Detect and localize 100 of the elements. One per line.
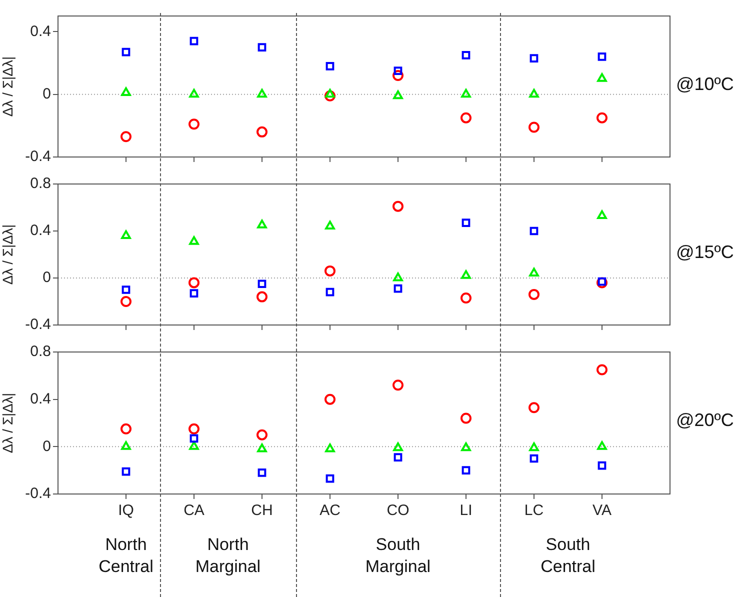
point — [462, 50, 470, 60]
point — [394, 66, 402, 76]
point — [190, 434, 198, 443]
point — [122, 467, 130, 476]
point — [257, 444, 267, 452]
y-tick-label: 0.4 — [30, 22, 51, 40]
text: North Marginal — [194, 534, 262, 578]
point — [528, 122, 540, 133]
point — [460, 292, 472, 304]
x-tick-label: VA — [592, 502, 612, 520]
point — [122, 286, 130, 294]
point — [189, 236, 199, 245]
point — [392, 70, 404, 82]
point — [461, 270, 471, 279]
point — [598, 461, 606, 470]
point — [530, 454, 538, 463]
text: @20ºC — [676, 410, 734, 430]
point — [461, 88, 471, 98]
point — [530, 226, 538, 236]
point — [462, 218, 470, 227]
y-axis-title: Δλ / Σ|Δλ| — [0, 56, 16, 117]
point — [326, 62, 334, 70]
y-tick-label: 0.4 — [30, 222, 51, 240]
point — [190, 289, 198, 298]
x-tick-label: CO — [386, 502, 410, 520]
text: @10ºC — [676, 74, 734, 94]
point — [189, 88, 199, 98]
point — [597, 441, 607, 450]
point — [530, 54, 538, 62]
point — [324, 394, 336, 405]
y-tick-label: 0 — [42, 269, 51, 286]
point — [257, 88, 267, 98]
y-tick-label: -0.4 — [25, 316, 51, 334]
point — [528, 402, 540, 414]
y-tick-label: 0 — [42, 85, 51, 102]
text: @15ºC — [676, 242, 734, 262]
point — [189, 441, 199, 450]
point — [392, 200, 404, 212]
point — [393, 272, 403, 282]
y-axis-title: Δλ / Σ|Δλ| — [0, 224, 16, 285]
point — [528, 288, 540, 300]
point — [394, 453, 402, 462]
point — [256, 291, 268, 302]
point — [596, 364, 608, 376]
x-tick-label: AC — [320, 502, 341, 520]
point — [597, 73, 607, 82]
point — [460, 112, 472, 124]
point — [121, 230, 131, 239]
y-tick-label: -0.4 — [25, 485, 51, 502]
point — [258, 43, 266, 52]
point — [188, 277, 200, 288]
y-tick-label: 0.4 — [30, 390, 51, 408]
point — [596, 112, 608, 124]
point — [256, 429, 268, 440]
x-tick-label: CA — [184, 502, 204, 520]
point — [529, 88, 539, 98]
point — [120, 423, 132, 434]
point — [324, 265, 336, 276]
x-tick-label: IQ — [118, 502, 134, 520]
point — [120, 296, 132, 307]
point — [325, 88, 335, 98]
point — [325, 444, 335, 452]
point — [596, 277, 608, 288]
point — [258, 468, 266, 477]
point — [120, 131, 132, 142]
y-tick-label: 0.8 — [30, 343, 51, 360]
text: South Marginal — [364, 534, 432, 578]
y-tick-label: -0.4 — [25, 148, 51, 166]
point — [598, 277, 606, 286]
x-tick-label: CH — [251, 502, 273, 520]
point — [121, 441, 131, 450]
point — [188, 423, 200, 434]
y-tick-label: 0.8 — [30, 175, 51, 192]
point — [257, 220, 267, 228]
point — [460, 412, 472, 424]
point — [324, 90, 336, 102]
x-tick-label: LC — [524, 502, 544, 520]
point — [122, 48, 130, 56]
point — [598, 52, 606, 61]
point — [461, 442, 471, 452]
point — [325, 220, 335, 230]
point — [394, 284, 402, 293]
point — [529, 442, 539, 452]
point — [529, 268, 539, 277]
point — [188, 118, 200, 130]
point — [393, 442, 403, 452]
y-axis-title: Δλ / Σ|Δλ| — [0, 392, 16, 454]
point — [190, 36, 198, 46]
point — [462, 466, 470, 475]
text: North Central — [98, 534, 154, 578]
point — [326, 288, 334, 296]
point — [597, 210, 607, 219]
point — [258, 280, 266, 288]
point — [256, 126, 268, 138]
text: South Central — [540, 534, 596, 578]
y-tick-label: 0 — [42, 438, 51, 455]
point — [393, 90, 403, 100]
point — [326, 474, 334, 483]
x-tick-label: LI — [460, 502, 472, 520]
point — [392, 380, 404, 391]
